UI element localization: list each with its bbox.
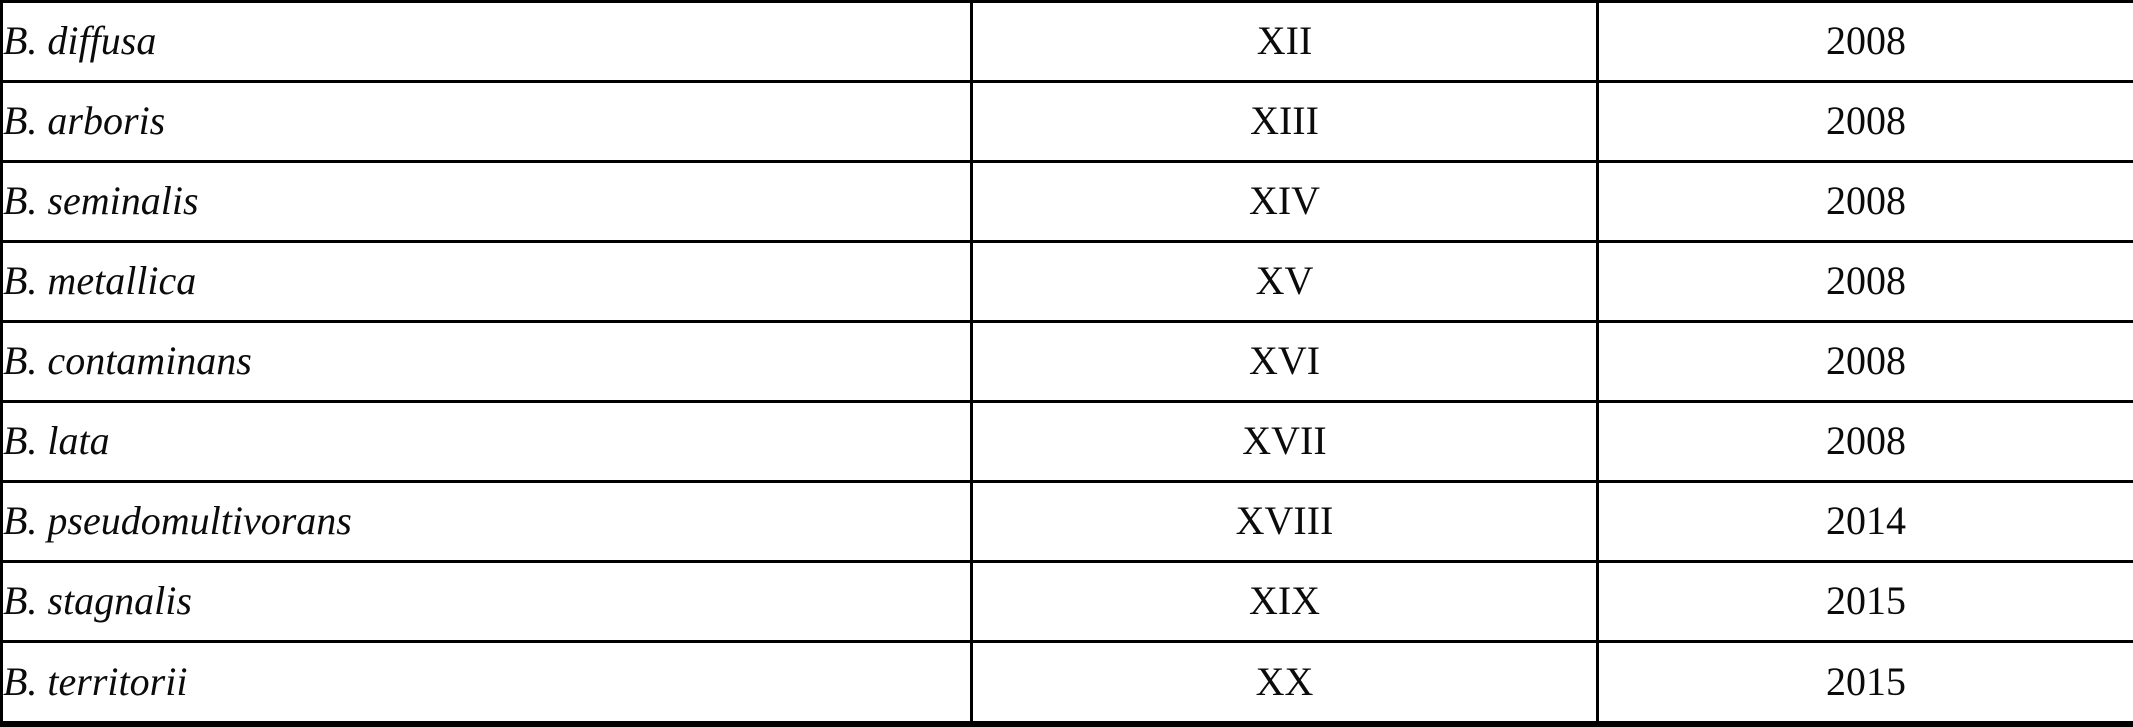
taxon-group-cell: XIV xyxy=(970,159,1599,243)
taxon-group-cell: XVIII xyxy=(970,479,1599,563)
table-row: B. pseudomultivorans XVIII 2014 xyxy=(0,479,2133,563)
year-cell: 2014 xyxy=(1596,479,2133,563)
species-name-cell: B. seminalis xyxy=(0,159,973,243)
species-name-cell: B. lata xyxy=(0,399,973,483)
year-cell: 2015 xyxy=(1596,559,2133,643)
species-name-cell: B. diffusa xyxy=(0,0,973,83)
taxon-group-cell: XX xyxy=(970,639,1599,727)
table-row: B. contaminans XVI 2008 xyxy=(0,319,2133,403)
table-row: B. diffusa XII 2008 xyxy=(0,0,2133,83)
table-row: B. metallica XV 2008 xyxy=(0,239,2133,323)
taxon-group-cell: XIX xyxy=(970,559,1599,643)
year-cell: 2008 xyxy=(1596,159,2133,243)
species-name-cell: B. metallica xyxy=(0,239,973,323)
table-row: B. stagnalis XIX 2015 xyxy=(0,559,2133,643)
species-name-cell: B. stagnalis xyxy=(0,559,973,643)
species-name-cell: B. contaminans xyxy=(0,319,973,403)
species-name-cell: B. territorii xyxy=(0,639,973,727)
table-row: B. lata XVII 2008 xyxy=(0,399,2133,483)
year-cell: 2008 xyxy=(1596,0,2133,83)
table-row: B. arboris XIII 2008 xyxy=(0,79,2133,163)
year-cell: 2008 xyxy=(1596,319,2133,403)
taxon-group-cell: XII xyxy=(970,0,1599,83)
species-name-cell: B. pseudomultivorans xyxy=(0,479,973,563)
taxon-group-cell: XV xyxy=(970,239,1599,323)
year-cell: 2008 xyxy=(1596,399,2133,483)
year-cell: 2008 xyxy=(1596,239,2133,323)
taxon-group-cell: XVI xyxy=(970,319,1599,403)
taxon-group-cell: XVII xyxy=(970,399,1599,483)
table-row: B. territorii XX 2015 xyxy=(0,639,2133,727)
species-name-cell: B. arboris xyxy=(0,79,973,163)
taxon-group-cell: XIII xyxy=(970,79,1599,163)
table-row: B. seminalis XIV 2008 xyxy=(0,159,2133,243)
year-cell: 2008 xyxy=(1596,79,2133,163)
year-cell: 2015 xyxy=(1596,639,2133,727)
